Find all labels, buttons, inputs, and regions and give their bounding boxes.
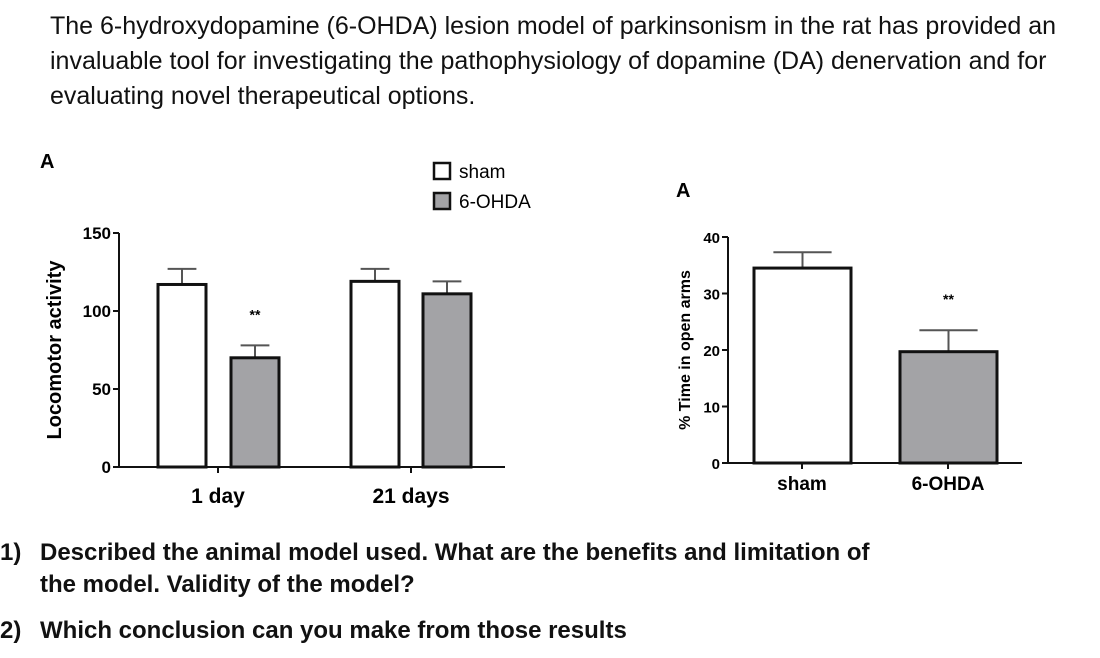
legend-label-6-ohda: 6-OHDA [459, 192, 531, 213]
y-tick-label: 150 [83, 224, 111, 243]
y-tick-label: 40 [703, 230, 720, 247]
bar-6-ohda-1-day [229, 356, 281, 469]
question-1: 1) Described the animal model used. What … [0, 537, 869, 601]
question-line: Described the animal model used. What ar… [40, 539, 870, 566]
significance-marker: ** [943, 291, 954, 307]
legend-swatch-sham [432, 161, 452, 181]
question-line: Which conclusion can you make from those… [40, 617, 627, 644]
x-tick-label: sham [777, 474, 827, 495]
panel-label: A [676, 180, 690, 202]
legend-swatch-6-ohda [432, 191, 452, 211]
y-tick-label: 50 [92, 380, 111, 399]
bar-sham-21-days [349, 279, 401, 469]
y-tick-label: 0 [712, 456, 720, 473]
y-tick-label: 10 [703, 400, 720, 417]
question-number: 2) [0, 617, 22, 644]
x-tick-label: 21 days [372, 485, 449, 508]
y-axis-label: Locomotor activity [44, 260, 66, 440]
y-tick-label: 20 [703, 343, 720, 360]
y-tick-label: 30 [703, 287, 720, 304]
x-tick-label: 1 day [191, 485, 245, 508]
x-tick-label: 6-OHDA [912, 474, 985, 495]
question-2: 2) Which conclusion can you make from tho… [0, 615, 627, 647]
legend-label-sham: sham [459, 162, 505, 183]
panel-label: A [40, 151, 54, 173]
y-axis-label: % Time in open arms [677, 270, 694, 430]
bar-6-ohda [898, 350, 999, 465]
y-tick-label: 0 [102, 458, 111, 477]
intro-paragraph: The 6-hydroxydopamine (6-OHDA) lesion mo… [50, 12, 1057, 110]
significance-marker: ** [250, 306, 261, 322]
question-number: 1) [0, 539, 22, 566]
open-arms-chart: A % Time in open arms 0 10 20 30 40 sham 6-OHD… [676, 180, 1022, 495]
bar-6-ohda-21-days [421, 292, 473, 469]
y-tick-label: 100 [83, 302, 111, 321]
bar-sham-1-day [156, 282, 208, 469]
bar-sham [752, 266, 853, 465]
locomotor-chart: A Locomotor activity 0 50 100 150 1 day 21 da… [40, 151, 531, 508]
question-line: the model. Validity of the model? [40, 571, 415, 598]
